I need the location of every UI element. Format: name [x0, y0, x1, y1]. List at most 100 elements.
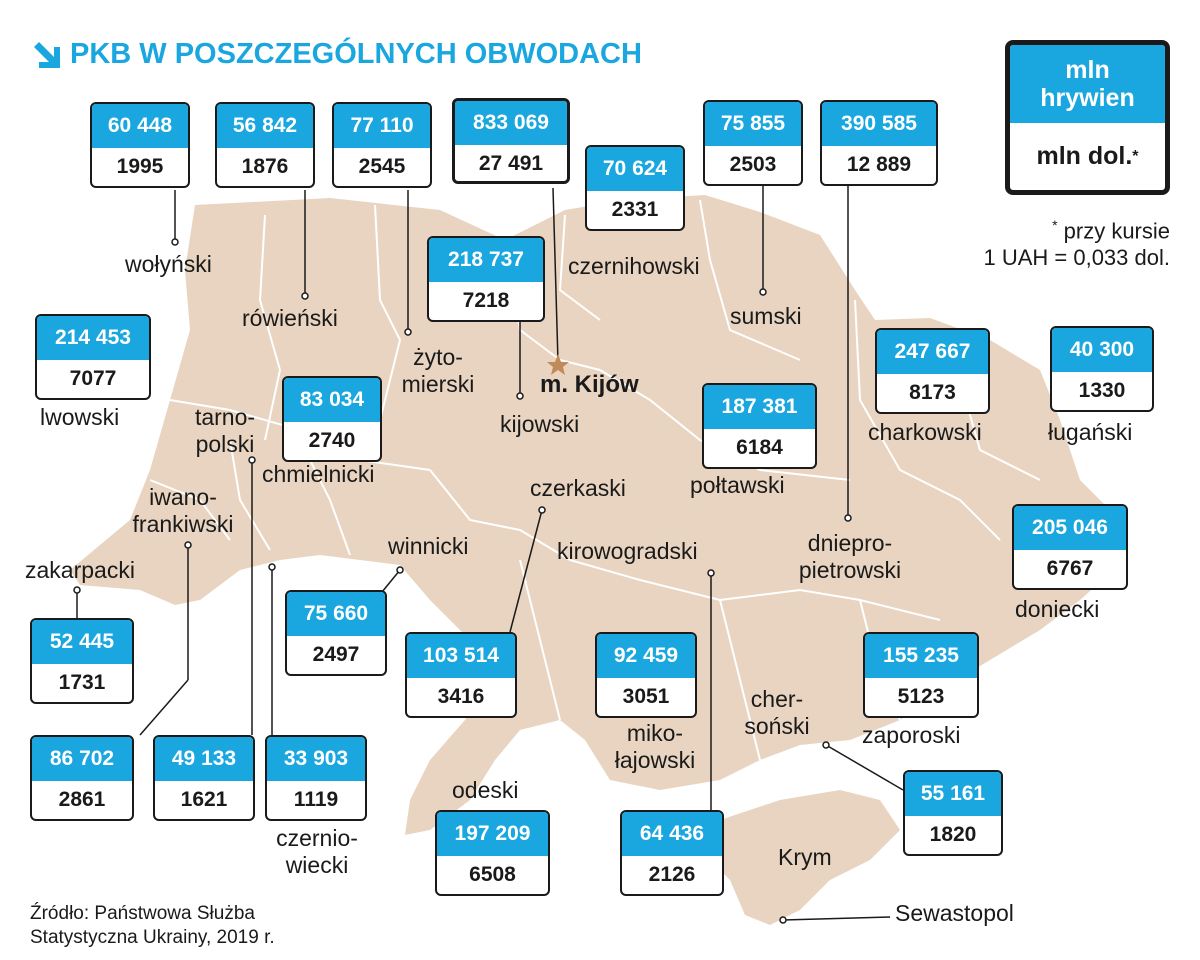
region-box: 77 110 2545: [332, 102, 432, 188]
region-box: 218 737 7218: [427, 236, 545, 322]
region-label: rówieński: [242, 305, 338, 331]
region-uah-value: 52 445: [32, 620, 132, 664]
region-uah-value: 55 161: [905, 772, 1001, 816]
region-box: 205 046 6767: [1012, 504, 1128, 590]
region-uah-value: 92 459: [597, 634, 695, 678]
region-usd-value: 1330: [1078, 379, 1126, 402]
leader-dots: [73, 238, 852, 924]
region-uah-value: 214 453: [37, 316, 149, 360]
region-label: czerkaski: [530, 475, 626, 501]
region-usd-value: 12 889: [846, 153, 912, 176]
region-label: winnicki: [388, 533, 469, 559]
region-label: wołyński: [125, 251, 212, 277]
region-label: żyto- mierski: [401, 344, 475, 397]
region-box: 55 161 1820: [903, 770, 1003, 856]
region-borders: [149, 199, 1041, 761]
region-box: 60 448 1995: [90, 102, 190, 188]
region-box: 247 667 8173: [875, 328, 990, 414]
footnote: * przy kursie 1 UAH = 0,033 dol.: [983, 212, 1170, 271]
region-box: 75 660 2497: [285, 590, 387, 676]
page-title: PKB W POSZCZEGÓLNYCH OBWODACH: [70, 38, 642, 70]
footnote-marker: *: [1052, 217, 1058, 233]
region-usd-value: 1820: [929, 823, 977, 846]
region-box: 52 445 1731: [30, 618, 134, 704]
region-box: 390 585 12 889: [820, 100, 938, 186]
region-label: kirowogradski: [557, 538, 698, 564]
region-uah-value: 75 660: [287, 592, 385, 636]
crimea-shape: [705, 790, 900, 925]
region-uah-value: 155 235: [865, 634, 977, 678]
arrow-down-right-icon: [34, 42, 60, 68]
region-box: 197 209 6508: [435, 810, 550, 896]
region-label: kijowski: [500, 411, 580, 437]
region-box: 70 624 2331: [585, 145, 685, 231]
region-uah-value: 187 381: [704, 385, 815, 429]
region-label: lwowski: [40, 404, 120, 430]
region-label: zaporoski: [862, 722, 961, 748]
region-usd-value: 2331: [611, 198, 659, 221]
region-box-kyiv: 833 069 27 491: [452, 98, 570, 184]
region-usd-value: 2497: [312, 643, 360, 666]
region-label: cher- soński: [744, 686, 810, 739]
region-usd-value: 1995: [116, 155, 164, 178]
region-box: 155 235 5123: [863, 632, 979, 718]
region-usd-value: 2740: [308, 429, 356, 452]
region-box: 40 300 1330: [1050, 326, 1154, 412]
region-label-kyiv: m. Kijów: [540, 371, 639, 398]
region-uah-value: 218 737: [429, 238, 543, 282]
region-box: 187 381 6184: [702, 383, 817, 469]
legend-box: mln hrywien mln dol. *: [1005, 40, 1170, 195]
region-uah-value: 205 046: [1014, 506, 1126, 550]
region-uah-value: 40 300: [1052, 328, 1152, 372]
region-label: odeski: [452, 777, 519, 803]
leader-lines: [76, 186, 904, 921]
region-label: czernio- wiecki: [276, 825, 358, 878]
region-box: 86 702 2861: [30, 735, 134, 821]
region-uah-value: 64 436: [622, 812, 722, 856]
region-box: 33 903 1119: [265, 735, 367, 821]
region-usd-value: 27 491: [478, 152, 544, 175]
region-box: 92 459 3051: [595, 632, 697, 718]
ukraine-mainland-shape: [70, 195, 1125, 835]
source-line2: Statystyczna Ukrainy, 2019 r.: [30, 927, 275, 948]
region-usd-value: 6767: [1046, 557, 1094, 580]
legend-usd-row: mln dol. *: [1010, 123, 1165, 190]
region-label: doniecki: [1015, 596, 1100, 622]
region-uah-value: 56 842: [217, 104, 313, 148]
region-uah-value: 75 855: [705, 102, 801, 146]
region-label: miko- łajowski: [614, 720, 696, 773]
region-box: 103 514 3416: [405, 632, 517, 718]
region-uah-value: 197 209: [437, 812, 548, 856]
legend-usd-unit: mln dol.: [1036, 142, 1133, 170]
region-uah-value: 86 702: [32, 737, 132, 781]
region-uah-value: 833 069: [455, 101, 567, 145]
region-label: ługański: [1048, 419, 1133, 445]
region-uah-value: 49 133: [155, 737, 253, 781]
region-label: sumski: [730, 303, 802, 329]
region-uah-value: 33 903: [267, 737, 365, 781]
footnote-line2: 1 UAH = 0,033 dol.: [983, 245, 1170, 271]
region-uah-value: 247 667: [877, 330, 988, 374]
region-box: 56 842 1876: [215, 102, 315, 188]
region-usd-value: 8173: [909, 381, 956, 404]
region-label: czernihowski: [568, 253, 700, 279]
region-usd-value: 1876: [241, 155, 289, 178]
region-usd-value: 1731: [58, 671, 106, 694]
region-usd-value: 3051: [622, 685, 670, 708]
region-usd-value: 2545: [358, 155, 406, 178]
region-label: dniepro- pietrowski: [798, 530, 902, 583]
region-usd-value: 3416: [437, 685, 485, 708]
region-uah-value: 83 034: [284, 378, 380, 422]
region-box: 83 034 2740: [282, 376, 382, 462]
kyiv-star-icon: [547, 354, 569, 375]
region-uah-value: 103 514: [407, 634, 515, 678]
region-label: połtawski: [690, 472, 785, 498]
region-uah-value: 77 110: [334, 104, 430, 148]
region-usd-value: 7077: [69, 367, 117, 390]
region-box: 64 436 2126: [620, 810, 724, 896]
region-usd-value: 5123: [897, 685, 945, 708]
region-usd-value: 6184: [736, 436, 783, 459]
region-usd-value: 1119: [293, 788, 339, 811]
legend-usd-marker: *: [1132, 147, 1139, 165]
